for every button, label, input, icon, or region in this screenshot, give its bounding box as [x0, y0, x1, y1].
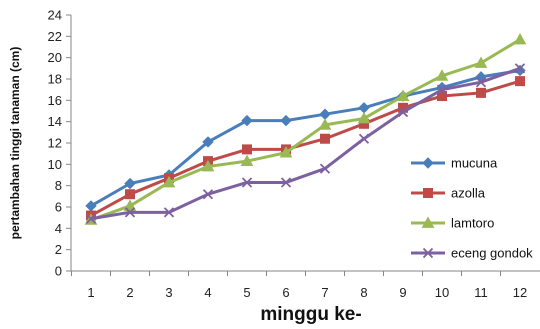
data-point — [421, 216, 435, 228]
data-point — [318, 118, 332, 130]
legend-label: mucuna — [451, 156, 498, 171]
data-point — [476, 87, 486, 98]
y-tick-label: 20 — [48, 50, 62, 65]
x-tick-label: 8 — [360, 285, 367, 300]
legend-item: azolla — [411, 186, 486, 201]
series-lamtoro — [84, 33, 527, 225]
legend-label: lamtoro — [451, 216, 494, 231]
y-tick-label: 12 — [48, 136, 62, 151]
y-tick-label: 2 — [55, 242, 62, 257]
data-point — [241, 114, 253, 127]
y-tick-label: 14 — [48, 114, 62, 129]
x-tick-label: 3 — [165, 285, 172, 300]
y-tick-label: 22 — [48, 29, 62, 44]
legend-label: eceng gondok — [451, 246, 533, 261]
data-point — [280, 114, 292, 127]
y-tick-label: 24 — [48, 8, 62, 23]
data-point-stroke — [319, 163, 331, 174]
x-tick-label: 10 — [435, 285, 449, 300]
data-point-stroke — [85, 213, 97, 224]
legend-item: mucuna — [411, 156, 498, 171]
x-tick-label: 5 — [243, 285, 250, 300]
x-tick-label: 6 — [282, 285, 289, 300]
x-tick-label: 11 — [474, 285, 488, 300]
data-point — [280, 177, 292, 188]
data-point — [422, 247, 434, 259]
data-point — [240, 154, 254, 167]
data-point — [358, 133, 370, 144]
legend-item: eceng gondok — [411, 246, 533, 261]
data-point-stroke — [241, 177, 253, 188]
series-line — [90, 38, 521, 222]
data-point-stroke — [280, 177, 292, 188]
y-tick-label: 16 — [48, 93, 62, 108]
data-point — [358, 102, 370, 114]
data-point — [423, 188, 433, 198]
x-tick-label: 2 — [126, 285, 133, 300]
data-point — [396, 89, 410, 101]
data-point — [436, 84, 448, 95]
data-point-stroke — [436, 84, 448, 95]
data-point — [474, 56, 488, 68]
data-point — [124, 207, 136, 218]
data-point — [515, 76, 525, 87]
y-tick-label: 10 — [48, 157, 62, 172]
data-point-stroke — [124, 207, 136, 218]
data-point — [202, 189, 214, 200]
data-point — [279, 146, 293, 158]
data-point-stroke — [514, 63, 526, 74]
data-point-stroke — [475, 77, 487, 88]
y-tick-label: 0 — [55, 264, 62, 279]
data-point — [320, 133, 330, 144]
data-point — [201, 159, 215, 172]
x-tick-label: 9 — [399, 285, 406, 300]
series-line — [90, 66, 521, 221]
data-point — [397, 106, 409, 118]
x-tick-label: 4 — [204, 285, 211, 300]
data-point-stroke — [422, 247, 434, 259]
legend-label: azolla — [451, 186, 486, 201]
y-tick-label: 4 — [55, 221, 62, 236]
data-point — [435, 69, 449, 81]
data-point — [202, 136, 214, 148]
series-line — [90, 68, 521, 208]
data-point — [163, 207, 175, 218]
data-point — [319, 108, 331, 120]
data-point — [513, 33, 527, 45]
data-point-stroke — [397, 106, 409, 118]
data-point — [162, 175, 176, 188]
data-point — [124, 177, 136, 190]
x-tick-label: 7 — [321, 285, 328, 300]
y-tick-label: 18 — [48, 72, 62, 87]
data-point — [319, 163, 331, 174]
data-point — [357, 111, 371, 124]
data-point — [437, 91, 447, 102]
data-point — [125, 189, 135, 200]
data-point — [241, 177, 253, 188]
series-eceng-gondok — [85, 63, 526, 224]
data-point-stroke — [202, 189, 214, 200]
x-tick-label: 12 — [513, 285, 527, 300]
data-point — [242, 144, 252, 155]
data-point — [422, 157, 434, 169]
x-tick-label: 1 — [87, 285, 94, 300]
data-point — [123, 199, 137, 211]
data-point — [514, 63, 526, 74]
y-axis-label: pertambahan tinggi tanaman (cm) — [8, 47, 22, 240]
data-point-stroke — [358, 133, 370, 144]
data-point-stroke — [163, 207, 175, 218]
x-axis-label: minggu ke- — [260, 304, 361, 325]
data-point — [85, 213, 97, 224]
legend-item: lamtoro — [411, 216, 494, 231]
y-tick-label: 6 — [55, 200, 62, 215]
series-line — [90, 79, 521, 217]
data-point — [475, 77, 487, 88]
y-tick-label: 8 — [55, 178, 62, 193]
